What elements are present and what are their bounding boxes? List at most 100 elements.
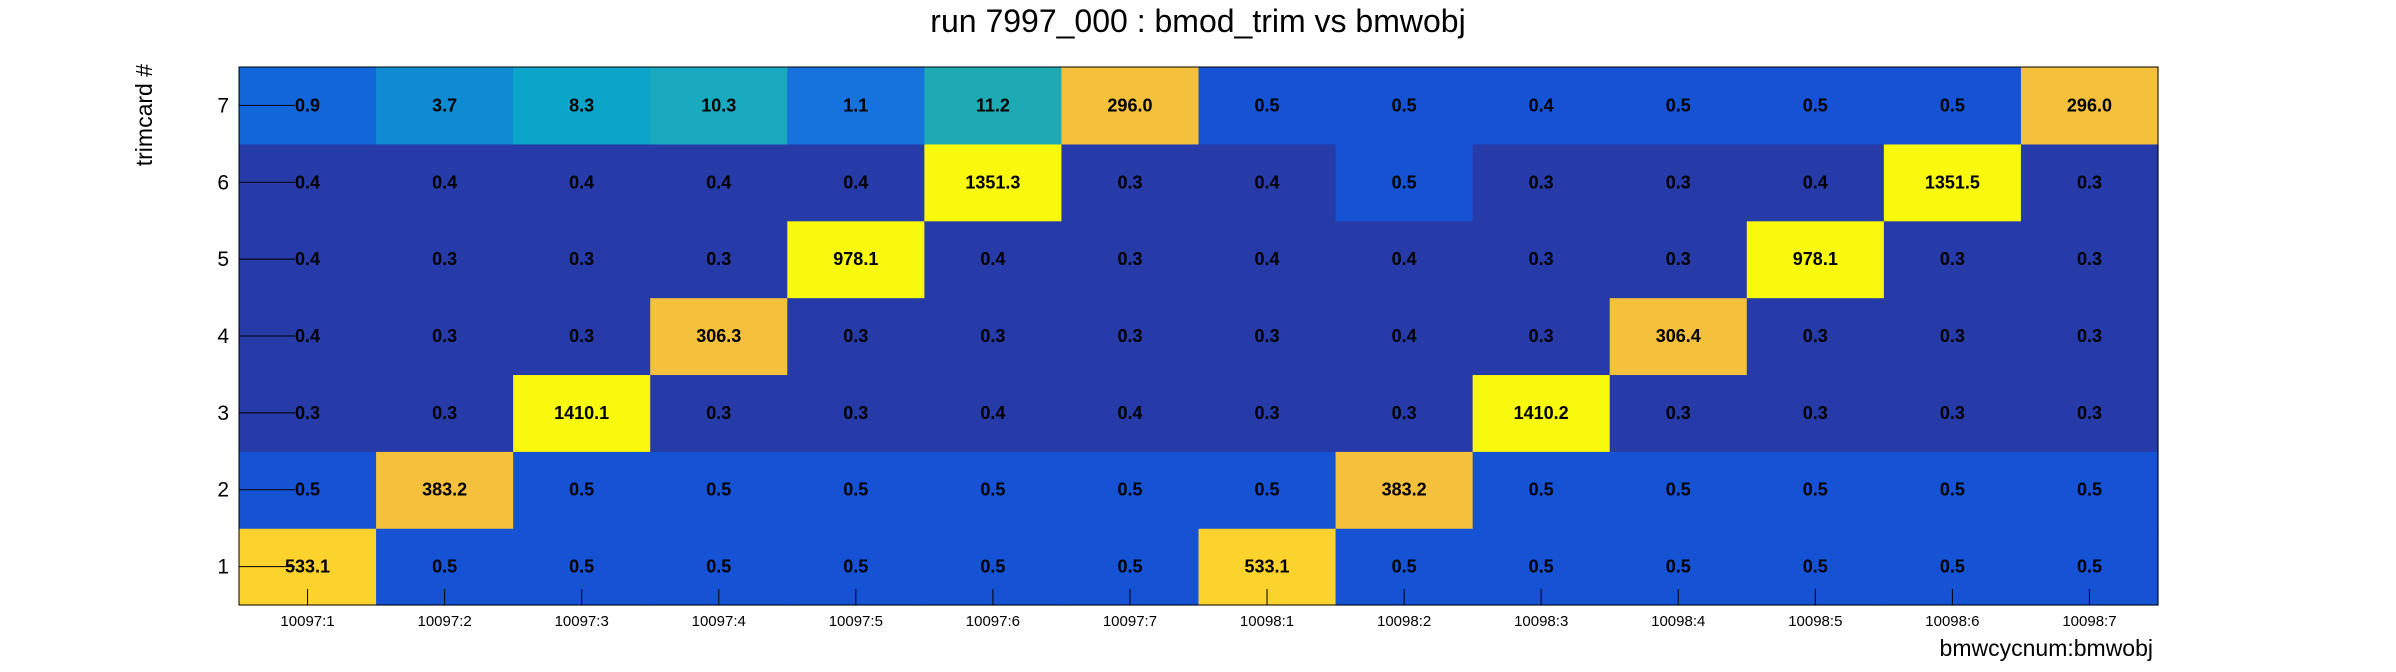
cell-value-label: 0.5: [1940, 480, 1965, 500]
heatmap-cell: [1472, 297, 1611, 376]
cell-value-label: 0.3: [706, 403, 731, 423]
heatmap-cell: [1198, 220, 1337, 299]
chart-title: run 7997_000 : bmod_trim vs bmwobj: [930, 3, 1465, 39]
heatmap-cell: [1335, 297, 1474, 376]
x-tick-label: 10097:2: [417, 613, 471, 630]
y-axis-title: trimcard #: [131, 64, 157, 166]
y-tick-label: 6: [217, 171, 229, 194]
heatmap-cell: [1472, 451, 1611, 529]
cell-value-label: 0.3: [432, 403, 457, 423]
heatmap-cell: [2020, 451, 2159, 529]
cell-value-label: 296.0: [1107, 95, 1152, 115]
y-tick-label: 2: [217, 479, 229, 502]
y-tick-label: 1: [217, 556, 229, 579]
cell-value-label: 0.4: [1255, 249, 1280, 269]
cell-value-label: 0.4: [1803, 172, 1828, 192]
heatmap-cell: [2020, 374, 2159, 452]
heatmap-cell: [1746, 374, 1885, 452]
heatmap-cell: [1746, 297, 1885, 376]
heatmap-cell: [787, 451, 925, 529]
cell-value-label: 0.3: [1392, 403, 1417, 423]
cell-value-label: 0.3: [569, 249, 594, 269]
cell-value-label: 0.3: [295, 403, 320, 423]
cell-value-label: 0.3: [706, 249, 731, 269]
cell-value-label: 0.5: [1255, 95, 1280, 115]
cell-value-label: 10.3: [701, 95, 736, 115]
heatmap-cell: [787, 297, 925, 376]
heatmap-cell: [2020, 297, 2159, 376]
cell-value-label: 0.3: [1117, 326, 1142, 346]
x-tick-label: 10097:5: [829, 613, 883, 630]
heatmap-cell: [1061, 67, 1200, 145]
cell-value-label: 533.1: [1245, 557, 1290, 577]
cell-value-label: 0.5: [843, 480, 868, 500]
x-tick-label: 10098:1: [1240, 613, 1294, 630]
heatmap-cell: [376, 143, 514, 222]
heatmap-cell: [2020, 67, 2159, 145]
x-tick-label: 10098:2: [1377, 613, 1431, 630]
heatmap-cell: [1883, 451, 2022, 529]
heatmap-cell: [1335, 374, 1474, 452]
x-tick-label: 10098:7: [2062, 613, 2116, 630]
heatmap-cell: [1609, 220, 1748, 299]
cell-value-label: 0.4: [569, 172, 594, 192]
x-tick-label: 10098:5: [1788, 613, 1842, 630]
heatmap-cell: [1609, 374, 1748, 452]
cell-value-label: 306.3: [696, 326, 741, 346]
heatmap-cell: [650, 67, 788, 145]
x-tick-label: 10097:7: [1103, 613, 1157, 630]
heatmap-cell: [1198, 451, 1337, 529]
cell-value-label: 8.3: [569, 95, 594, 115]
heatmap-cell: [1335, 451, 1474, 529]
cell-value-label: 0.3: [1803, 403, 1828, 423]
plot-frame: [238, 66, 2159, 606]
heatmap-cell: [1883, 67, 2022, 145]
cell-value-label: 0.3: [1940, 249, 1965, 269]
heatmap-cell: [1746, 451, 1885, 529]
heatmap-cell: [650, 451, 788, 529]
cell-value-label: 0.3: [569, 326, 594, 346]
heatmap-cell: [1883, 220, 2022, 299]
cell-value-label: 0.4: [1255, 172, 1280, 192]
cell-value-label: 0.3: [1117, 249, 1142, 269]
heatmap-cell: [924, 67, 1063, 145]
heatmap-cell: [787, 143, 925, 222]
heatmap-cell: [513, 67, 651, 145]
cell-value-label: 0.3: [1940, 326, 1965, 346]
heatmap-cell: [924, 220, 1063, 299]
cell-value-label: 0.5: [1803, 557, 1828, 577]
heatmap-cell: [1198, 297, 1337, 376]
cell-value-label: 0.3: [1529, 172, 1554, 192]
heatmap-cell: [650, 143, 788, 222]
cell-value-label: 0.5: [1529, 557, 1554, 577]
cell-value-label: 0.4: [1117, 403, 1142, 423]
heatmap-cell: [513, 297, 651, 376]
heatmap-cell: [1472, 220, 1611, 299]
heatmap-cell: [1061, 451, 1200, 529]
cell-value-label: 0.3: [1529, 326, 1554, 346]
heatmap-cells: 533.1 0.5 0.5 0.5 0.5 0.5 0.5 533.1 0.5 0.5 0.5 0.5…: [239, 67, 2159, 606]
cell-value-label: 0.5: [569, 557, 594, 577]
cell-value-label: 0.5: [1666, 95, 1691, 115]
x-tick-label: 10098:4: [1651, 613, 1705, 630]
heatmap-cell: [787, 374, 925, 452]
cell-value-label: 0.3: [2077, 172, 2102, 192]
cell-value-label: 1410.2: [1514, 403, 1569, 423]
heatmap-cell: [650, 297, 788, 376]
cell-value-label: 0.3: [980, 326, 1005, 346]
cell-value-label: 0.5: [432, 557, 457, 577]
heatmap-cell: [1883, 297, 2022, 376]
cell-value-label: 0.3: [2077, 403, 2102, 423]
cell-value-label: 0.3: [2077, 249, 2102, 269]
cell-value-label: 0.4: [295, 172, 320, 192]
cell-value-label: 0.4: [980, 249, 1005, 269]
heatmap-cell: [513, 220, 651, 299]
heatmap-cell: [1883, 374, 2022, 452]
heatmap-cell: [376, 67, 514, 145]
heatmap-cell: [376, 220, 514, 299]
cell-value-label: 0.5: [706, 480, 731, 500]
axis-ticks: 1 2 3 4 5 6 7 10097:1 10097:2 10097:3 10097:4 10097…: [217, 94, 2116, 630]
cell-value-label: 0.5: [1255, 480, 1280, 500]
